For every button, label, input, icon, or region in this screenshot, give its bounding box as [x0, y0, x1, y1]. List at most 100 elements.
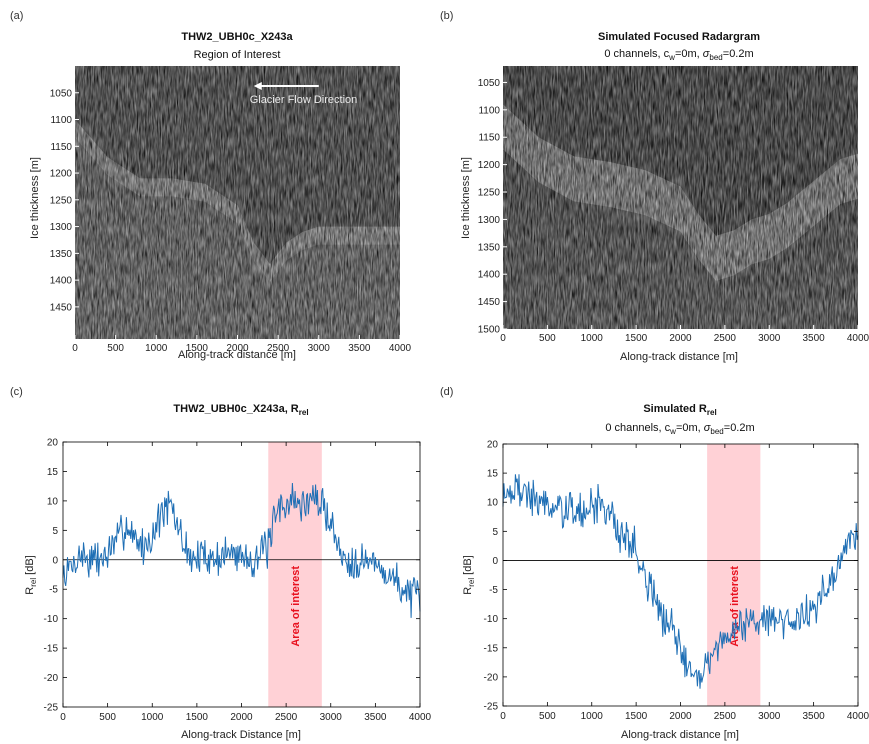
x-tick-label: 3500 [348, 343, 371, 354]
x-tick-label: 500 [539, 333, 556, 344]
panel-a-subtitle: Region of Interest [194, 49, 281, 61]
x-tick-label: 500 [99, 712, 116, 723]
y-tick-label: -5 [49, 585, 58, 596]
rrel-series-line [502, 474, 859, 689]
plot-area [503, 444, 858, 706]
y-tick-label: -20 [44, 673, 59, 684]
x-tick-label: 4000 [847, 333, 869, 344]
x-tick-label: 3500 [803, 711, 826, 722]
x-tick-label: 3000 [320, 712, 343, 723]
x-tick-label: 1000 [581, 333, 604, 344]
y-tick-label: 15 [47, 467, 59, 478]
y-tick-label: 1050 [478, 78, 501, 89]
x-tick-label: 4000 [389, 343, 412, 354]
panel-c: (c) THW2_UBH0c_X243a, Rrel Area of inter… [10, 386, 432, 741]
x-tick-label: 2500 [275, 712, 298, 723]
panel-a-ylabel: Ice thickness [m] [29, 157, 41, 239]
x-tick-label: 1000 [141, 712, 164, 723]
panel-label-b: (b) [440, 10, 453, 22]
y-tick-label: -25 [484, 702, 499, 713]
speckle-light [75, 66, 400, 339]
x-tick-label: 1500 [625, 711, 648, 722]
y-tick-label: 1400 [478, 270, 501, 281]
plot-area [63, 442, 420, 707]
radargram-image-b [503, 66, 858, 329]
y-tick-label: 1200 [478, 160, 501, 171]
flow-arrow-icon [253, 82, 262, 90]
y-tick-label: 0 [52, 555, 58, 566]
axes-a: 0 500 1000 1500 2000 2500 3000 3500 4000 1050 1100… [50, 82, 412, 354]
x-tick-label: 2500 [267, 343, 290, 354]
x-tick-label: 0 [500, 711, 506, 722]
panel-b-title: Simulated Focused Radargram [598, 31, 760, 43]
panel-c-ylabel: Rrel [dB] [24, 555, 38, 594]
y-tick-label: 20 [487, 440, 499, 451]
x-tick-label: 0 [500, 333, 506, 344]
x-tick-label: 1000 [581, 711, 604, 722]
y-tick-label: 5 [52, 526, 58, 537]
y-tick-label: 1100 [478, 105, 500, 116]
panel-label-a: (a) [10, 10, 23, 22]
panel-b: (b) Simulated Focused Radargram 0 channe… [440, 10, 869, 363]
y-tick-label: 1150 [50, 142, 72, 153]
x-tick-label: 4000 [409, 712, 432, 723]
y-tick-label: 1350 [50, 249, 73, 260]
y-tick-label: 1400 [50, 276, 73, 287]
y-tick-label: -10 [44, 614, 59, 625]
x-tick-label: 1500 [625, 333, 648, 344]
y-tick-label: -15 [44, 644, 59, 655]
y-tick-label: 1250 [50, 195, 73, 206]
y-tick-label: 1200 [50, 169, 73, 180]
line-plot-c: Area of interest 0 500 1000 1500 2000 2500 3000… [44, 438, 432, 724]
y-tick-label: -20 [484, 672, 499, 683]
panel-label-c: (c) [10, 386, 23, 398]
x-tick-label: 3000 [308, 343, 331, 354]
x-tick-label: 3000 [758, 333, 781, 344]
y-tick-label: 1150 [478, 133, 500, 144]
x-tick-label: 2500 [714, 333, 737, 344]
y-tick-label: 5 [492, 527, 498, 538]
speckle-light [503, 66, 858, 329]
x-tick-label: 2500 [714, 711, 737, 722]
y-tick-label: -5 [489, 585, 498, 596]
x-tick-label: 3500 [364, 712, 387, 723]
x-tick-label: 500 [539, 711, 556, 722]
y-tick-label: 1450 [50, 302, 73, 313]
y-tick-label: 1300 [50, 222, 73, 233]
x-tick-label: 3500 [803, 333, 826, 344]
x-tick-label: 3000 [758, 711, 781, 722]
area-of-interest-band [707, 444, 761, 706]
x-tick-label: 0 [60, 712, 66, 723]
panel-label-d: (d) [440, 386, 453, 398]
rrel-series-line [62, 482, 421, 618]
y-tick-label: 1350 [478, 242, 501, 253]
x-tick-label: 2000 [226, 343, 249, 354]
panel-a-xlabel: Along-track distance [m] [178, 349, 296, 361]
panel-d-ylabel: Rrel [dB] [462, 555, 476, 594]
panel-b-xlabel: Along-track distance [m] [620, 351, 738, 363]
panel-d: (d) Simulated Rrel 0 channels, cw=0m, σb… [440, 386, 869, 741]
axes-b: 0 500 1000 1500 2000 2500 3000 3500 4000 1050 1100… [478, 78, 869, 344]
x-tick-label: 1500 [186, 712, 209, 723]
flow-annotation: Glacier Flow Direction [250, 94, 358, 106]
x-tick-label: 0 [72, 343, 78, 354]
area-of-interest-label: Area of interest [290, 566, 302, 647]
x-tick-label: 500 [107, 343, 124, 354]
panel-c-xlabel: Along-track Distance [m] [181, 729, 301, 741]
y-tick-label: -10 [484, 614, 499, 625]
x-tick-label: 1500 [186, 343, 209, 354]
x-tick-label: 4000 [847, 711, 869, 722]
panel-d-title: Simulated Rrel [643, 403, 716, 417]
x-tick-label: 2000 [669, 333, 692, 344]
y-tick-label: 1450 [478, 297, 501, 308]
y-tick-label: 1500 [478, 325, 501, 336]
panel-b-subtitle: 0 channels, cw=0m, σbed=0.2m [604, 48, 753, 62]
y-tick-label: 1050 [50, 88, 73, 99]
panel-a: (a) THW2_UBH0c_X243a Region of Interest … [10, 10, 412, 361]
panel-d-xlabel: Along-track distance [m] [621, 729, 739, 741]
panel-c-title: THW2_UBH0c_X243a, Rrel [173, 403, 308, 417]
y-tick-label: 1300 [478, 215, 501, 226]
x-tick-label: 1000 [145, 343, 168, 354]
